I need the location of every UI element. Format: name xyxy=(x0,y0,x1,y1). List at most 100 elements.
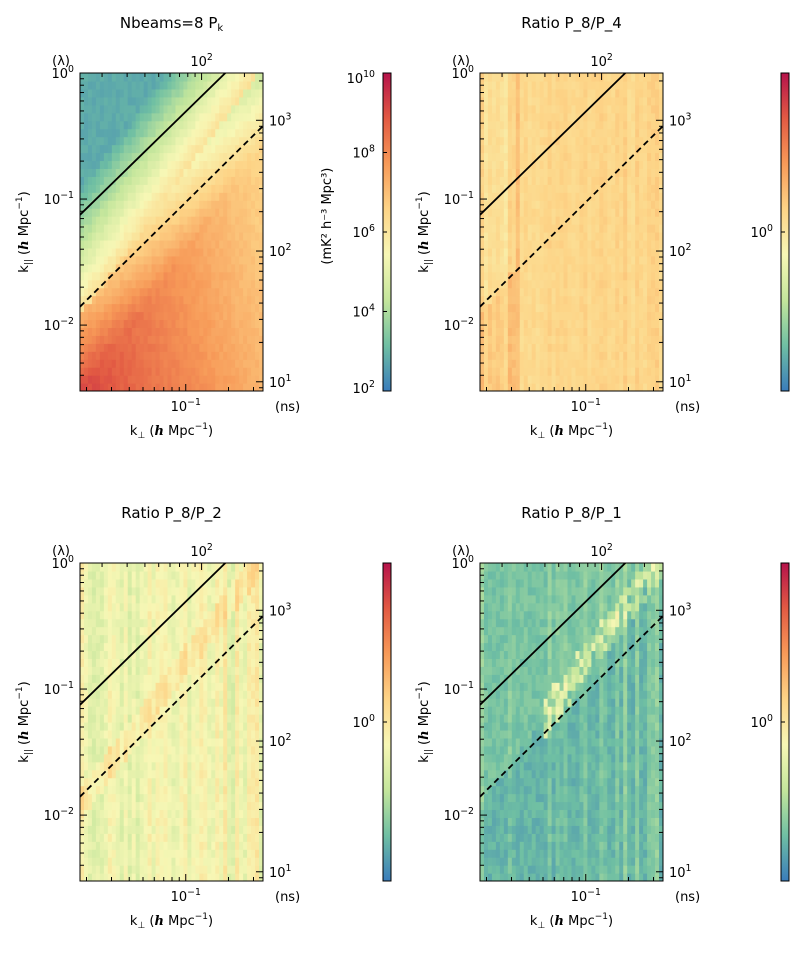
heatmap-cell xyxy=(195,112,200,122)
heatmap-cell xyxy=(151,216,157,225)
ns-label: (ns) xyxy=(275,400,300,415)
heatmap-cell xyxy=(599,152,604,162)
heatmap-cell xyxy=(631,232,636,241)
heatmap-cell xyxy=(619,295,624,305)
heatmap-cell xyxy=(195,232,200,241)
heatmap-cell xyxy=(247,224,252,233)
heatmap-cell xyxy=(151,793,157,803)
heatmap-cell xyxy=(115,825,121,834)
heatmap-cell xyxy=(83,152,89,162)
heatmap-cell xyxy=(127,367,133,376)
heatmap-cell xyxy=(623,112,628,122)
heatmap-cell xyxy=(611,88,616,98)
heatmap-cell xyxy=(631,216,636,225)
heatmap-cell xyxy=(191,865,196,874)
heatmap-cell xyxy=(115,160,121,169)
heatmap-cell xyxy=(91,737,97,747)
heatmap-cell xyxy=(575,192,581,201)
heatmap-cell xyxy=(171,650,177,659)
heatmap-cell xyxy=(139,563,145,572)
heatmap-cell xyxy=(127,311,133,321)
heatmap-cell xyxy=(659,279,663,289)
heatmap-cell xyxy=(183,279,189,289)
heatmap-cell xyxy=(615,367,620,376)
heatmap-cell xyxy=(163,801,169,811)
heatmap-cell xyxy=(135,335,141,344)
heatmap-cell xyxy=(203,80,208,90)
heatmap-cell xyxy=(123,865,129,874)
heatmap-cell xyxy=(123,849,129,858)
heatmap-cell xyxy=(235,208,240,217)
heatmap-cell xyxy=(639,263,644,273)
heatmap-cell xyxy=(139,375,145,384)
heatmap-cell xyxy=(167,128,173,138)
heatmap-cell xyxy=(235,367,240,376)
heatmap-cell xyxy=(95,753,101,763)
heatmap-cell xyxy=(131,184,137,193)
heatmap-cell xyxy=(591,319,596,328)
heatmap-cell xyxy=(507,232,513,241)
heatmap-cell xyxy=(487,311,493,321)
heatmap-cell xyxy=(639,216,644,225)
heatmap-cell xyxy=(95,594,101,604)
heatmap-cell xyxy=(547,104,553,114)
heatmap-cell xyxy=(579,247,585,257)
heatmap-cell xyxy=(103,658,109,667)
heatmap-cell xyxy=(575,279,581,289)
heatmap-cell xyxy=(231,359,236,368)
heatmap-cell xyxy=(151,777,157,787)
heatmap-cell xyxy=(167,602,173,612)
heatmap-cell xyxy=(495,327,501,336)
heatmap-cell xyxy=(187,160,192,169)
heatmap-cell xyxy=(199,128,204,138)
heatmap-cell xyxy=(643,383,648,391)
heatmap-cell xyxy=(183,650,189,659)
heatmap-cell xyxy=(251,287,256,297)
heatmap-cell xyxy=(80,777,85,787)
heatmap-cell xyxy=(195,255,200,265)
heatmap-cell xyxy=(535,343,541,352)
heatmap-cell xyxy=(91,359,97,368)
heatmap-cell xyxy=(135,634,141,644)
heatmap-cell xyxy=(135,817,141,826)
heatmap-cell xyxy=(80,578,85,588)
heatmap-cell xyxy=(583,319,589,328)
heatmap-cell xyxy=(123,216,129,225)
heatmap-cell xyxy=(647,311,652,321)
heatmap-cell xyxy=(135,255,141,265)
heatmap-cell xyxy=(167,618,173,628)
heatmap-cell xyxy=(503,96,509,106)
heatmap-cell xyxy=(211,311,216,321)
heatmap-cell xyxy=(227,192,232,201)
heatmap-cell xyxy=(555,96,561,106)
heatmap-cell xyxy=(131,825,137,834)
heatmap-cell xyxy=(155,327,161,336)
heatmap-cell xyxy=(155,841,161,850)
heatmap-cell xyxy=(503,367,509,376)
heatmap-cell xyxy=(107,825,113,834)
heatmap-cell xyxy=(179,224,185,233)
heatmap-cell xyxy=(111,714,117,723)
heatmap-cell xyxy=(179,303,185,313)
heatmap-cell xyxy=(523,152,529,162)
heatmap-cell xyxy=(91,295,97,305)
heatmap-cell xyxy=(215,367,220,376)
heatmap-cell xyxy=(151,586,157,596)
heatmap-cell xyxy=(659,239,663,249)
heatmap-cell xyxy=(555,144,561,154)
heatmap-cell xyxy=(179,327,185,336)
heatmap-cell xyxy=(259,73,263,82)
heatmap-cell xyxy=(487,128,493,138)
heatmap-cell xyxy=(163,674,169,683)
heatmap-cell xyxy=(207,343,212,352)
heatmap-cell xyxy=(115,88,121,98)
heatmap-cell xyxy=(647,279,652,289)
heatmap-cell xyxy=(651,152,656,162)
heatmap-cell xyxy=(651,136,656,146)
heatmap-cell xyxy=(179,287,185,297)
heatmap-cell xyxy=(195,152,200,162)
heatmap-cell xyxy=(203,168,208,177)
heatmap-cell xyxy=(587,88,592,98)
heatmap-cell xyxy=(527,351,533,360)
heatmap-cell xyxy=(175,833,181,842)
